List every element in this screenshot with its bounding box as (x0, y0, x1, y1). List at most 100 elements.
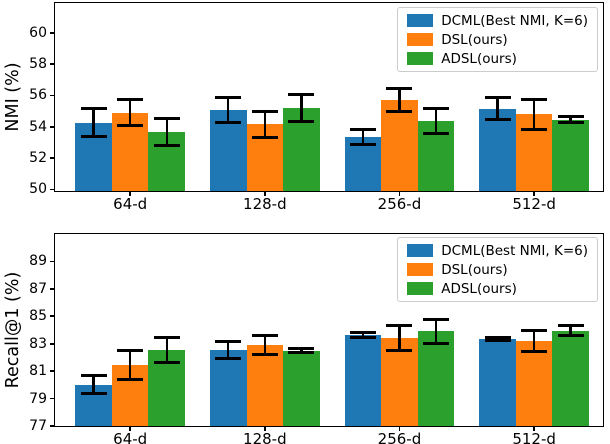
legend-label: DCML(Best NMI, K=6) (441, 12, 588, 29)
error-bar-line (165, 337, 169, 363)
legend-swatch-icon (407, 14, 434, 27)
error-bar-cap-top (521, 328, 548, 332)
bar-256-d-series0 (344, 136, 382, 191)
x-tick-mark (129, 191, 131, 196)
error-bar-line (226, 341, 230, 359)
error-bar-cap-bottom (80, 135, 107, 139)
legend-swatch-icon (407, 244, 434, 257)
y-tick-mark (50, 125, 55, 128)
x-tick-label: 128-d (243, 195, 287, 213)
error-bar-cap-top (153, 336, 180, 340)
error-bar-cap-bottom (251, 136, 278, 140)
x-tick-label: 256-d (377, 195, 422, 213)
x-tick-label: 512-d (512, 195, 556, 213)
error-bar-cap-top (349, 330, 376, 334)
x-tick-mark (533, 191, 535, 196)
error-bar-cap-bottom (153, 144, 180, 148)
error-bar-cap-top (386, 324, 413, 328)
legend-swatch-icon (407, 52, 434, 65)
y-axis-label: Recall@1 (%) (3, 271, 23, 389)
y-tick-mark (50, 63, 55, 65)
bar-256-d-series1 (381, 338, 418, 426)
bar-128-d-series1 (246, 345, 284, 426)
error-bar-line (165, 118, 169, 146)
y-tick-label: 52 (29, 150, 47, 167)
legend-swatch-icon (407, 263, 434, 276)
error-bar-cap-bottom (557, 121, 584, 125)
error-bar-cap-top (288, 347, 315, 350)
error-bar-cap-top (153, 117, 180, 121)
error-bar-cap-top (117, 97, 144, 101)
bar-256-d-series2 (417, 331, 455, 426)
error-bar-cap-bottom (386, 110, 413, 114)
y-tick-label: 79 (29, 390, 47, 407)
legend-label: ADSL(ours) (441, 280, 517, 297)
error-bar-cap-top (557, 115, 584, 119)
x-tick-mark (533, 426, 535, 431)
error-bar-line (434, 108, 438, 134)
x-tick-mark (398, 191, 401, 196)
bar-512-d-series0 (479, 108, 516, 191)
error-bar-line (92, 108, 95, 137)
error-bar-cap-bottom (288, 119, 315, 123)
y-tick-label: 60 (29, 24, 47, 41)
x-tick-label: 256-d (377, 430, 422, 444)
legend-label: DSL(ours) (441, 261, 508, 278)
error-bar-line (128, 99, 132, 126)
x-tick-mark (398, 426, 401, 431)
legend-item: DSL(ours) (407, 32, 588, 47)
error-bar-cap-bottom (521, 127, 548, 131)
bar-256-d-series0 (344, 334, 382, 426)
error-bar-cap-top (349, 128, 376, 132)
x-tick-mark (264, 191, 266, 196)
error-bar-line (128, 350, 132, 380)
y-tick-mark (50, 425, 55, 427)
error-bar-cap-top (80, 107, 107, 111)
x-tick-mark (264, 426, 266, 431)
error-bar-line (92, 375, 95, 394)
error-bar-line (300, 348, 303, 353)
error-bar-cap-top (117, 349, 144, 353)
y-axis-label: NMI (%) (3, 62, 23, 132)
bar-128-d-series0 (209, 349, 247, 426)
error-bar-line (398, 88, 401, 112)
y-tick-label: 56 (29, 87, 47, 104)
error-bar-line (532, 330, 536, 352)
y-tick-label: 89 (29, 253, 47, 270)
y-tick-mark (50, 94, 55, 97)
y-tick-label: 85 (29, 308, 47, 325)
error-bar-cap-top (288, 93, 315, 97)
error-bar-cap-bottom (251, 353, 278, 357)
legend-label: ADSL(ours) (441, 50, 517, 67)
error-bar-cap-bottom (215, 120, 242, 124)
y-tick-mark (50, 260, 55, 263)
legend-label: DSL(ours) (441, 31, 508, 48)
error-bar-cap-top (386, 86, 413, 90)
error-bar-cap-top (215, 95, 242, 99)
error-bar-line (300, 94, 303, 122)
bar-512-d-series0 (479, 338, 516, 426)
y-tick-mark (50, 370, 55, 372)
x-tick-label: 64-d (113, 195, 148, 213)
x-tick-mark (129, 426, 131, 431)
error-bar-line (361, 129, 365, 144)
legend-item: ADSL(ours) (407, 51, 588, 66)
error-bar-cap-top (484, 96, 511, 100)
legend: DCML(Best NMI, K=6) DSL(ours) ADSL(ours) (397, 7, 598, 72)
y-tick-label: 83 (29, 335, 47, 352)
error-bar-cap-bottom (423, 341, 450, 345)
error-bar-cap-bottom (423, 132, 450, 136)
error-bar-cap-bottom (349, 336, 376, 340)
bar-512-d-series2 (552, 119, 589, 191)
legend-item: DCML(Best NMI, K=6) (407, 13, 588, 28)
x-tick-label: 512-d (512, 430, 556, 444)
error-bar-cap-top (484, 336, 511, 340)
y-tick-label: 87 (29, 280, 47, 297)
error-bar-cap-bottom (557, 333, 584, 337)
legend-item: ADSL(ours) (407, 281, 588, 296)
legend-swatch-icon (407, 33, 434, 46)
bar-256-d-series1 (381, 100, 418, 191)
x-tick-label: 128-d (243, 430, 287, 444)
error-bar-cap-top (423, 107, 450, 111)
